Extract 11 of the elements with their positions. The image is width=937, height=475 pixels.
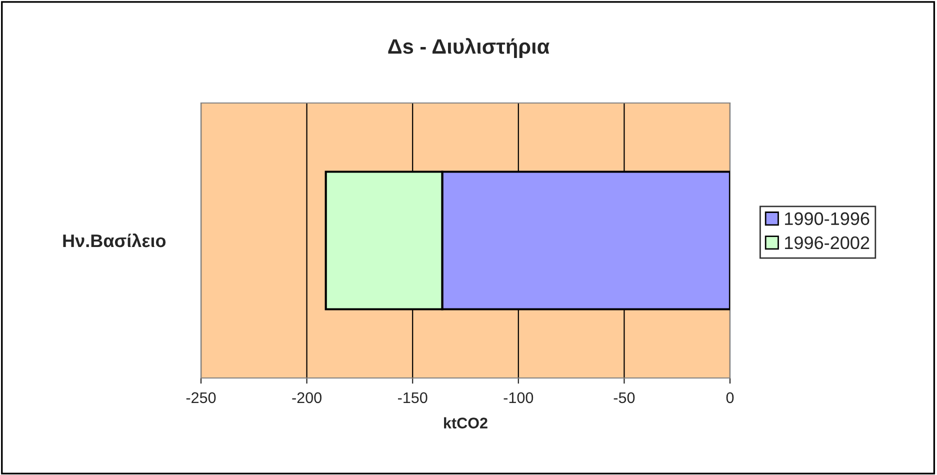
x-tick-label: -250: [186, 392, 216, 404]
chart-title: Δs - Διυλιστήρια: [388, 38, 550, 58]
x-tick-label: 0: [726, 392, 734, 404]
x-tick-label: -150: [398, 392, 428, 404]
x-tick-label: -50: [614, 392, 635, 404]
x-axis-title: ktCO2: [444, 417, 488, 428]
x-tick-label: -100: [504, 392, 534, 404]
y-tick-label: Ην.Βασίλειο: [63, 233, 166, 248]
legend-label: 1990-1996: [785, 212, 870, 226]
legend-label: 1996-2002: [785, 236, 870, 250]
x-tick-label: -200: [292, 392, 322, 404]
